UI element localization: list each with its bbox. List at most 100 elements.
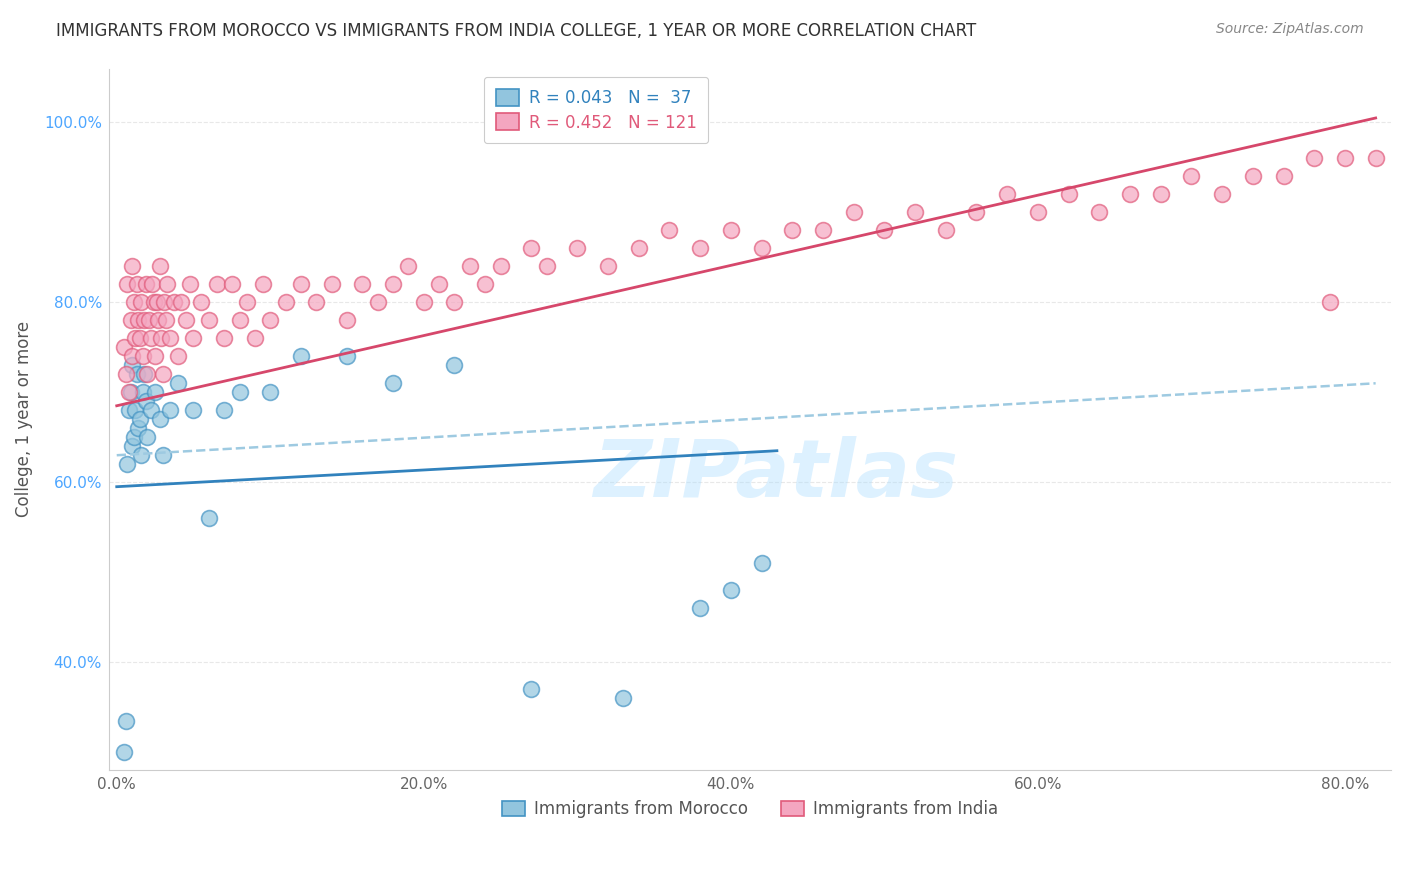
Point [228, 313, 250, 327]
Point [115, 714, 138, 728]
Text: ZIPatlas: ZIPatlas [593, 436, 957, 515]
Point [443, 295, 465, 310]
Point [152, 448, 174, 462]
Point [1057, 187, 1080, 202]
Point [135, 277, 157, 292]
Point [966, 205, 988, 219]
Point [1026, 205, 1049, 219]
Point [121, 439, 143, 453]
Point [125, 277, 148, 292]
Point [127, 313, 149, 327]
Point [120, 313, 142, 327]
Point [179, 277, 201, 292]
Point [134, 313, 156, 327]
Point [751, 556, 773, 570]
Point [136, 430, 159, 444]
Text: IMMIGRANTS FROM MOROCCO VS IMMIGRANTS FROM INDIA COLLEGE, 1 YEAR OR MORE CORRELA: IMMIGRANTS FROM MOROCCO VS IMMIGRANTS FR… [56, 22, 977, 40]
Point [321, 277, 343, 292]
Point [596, 260, 619, 274]
Point [190, 295, 212, 310]
Point [138, 313, 160, 327]
Point [1272, 169, 1295, 184]
Point [412, 295, 434, 310]
Point [382, 376, 405, 391]
Point [443, 359, 465, 373]
Point [274, 295, 297, 310]
Point [152, 368, 174, 382]
Point [259, 313, 281, 327]
Text: Source: ZipAtlas.com: Source: ZipAtlas.com [1216, 22, 1364, 37]
Legend: Immigrants from Morocco, Immigrants from India: Immigrants from Morocco, Immigrants from… [495, 794, 1005, 825]
Point [720, 583, 742, 598]
Point [212, 403, 235, 417]
Point [167, 376, 190, 391]
Point [904, 205, 927, 219]
Point [183, 403, 205, 417]
Point [780, 223, 803, 237]
Point [474, 277, 496, 292]
Point [427, 277, 450, 292]
Point [536, 260, 558, 274]
Point [148, 313, 170, 327]
Point [136, 368, 159, 382]
Point [352, 277, 374, 292]
Point [118, 403, 141, 417]
Point [124, 331, 146, 345]
Point [212, 331, 235, 345]
Point [135, 394, 157, 409]
Point [658, 223, 681, 237]
Point [252, 277, 274, 292]
Point [112, 340, 135, 354]
Point [128, 331, 150, 345]
Point [132, 349, 155, 363]
Point [336, 313, 359, 327]
Point [122, 430, 145, 444]
Point [143, 349, 166, 363]
Point [159, 403, 181, 417]
Point [132, 385, 155, 400]
Point [1241, 169, 1264, 184]
Point [458, 260, 481, 274]
Point [873, 223, 896, 237]
Point [290, 349, 312, 363]
Point [520, 681, 543, 696]
Point [121, 359, 143, 373]
Point [121, 260, 143, 274]
Point [134, 368, 156, 382]
Point [139, 403, 162, 417]
Point [170, 295, 193, 310]
Point [125, 368, 148, 382]
Point [112, 745, 135, 759]
Point [228, 385, 250, 400]
Point [118, 385, 141, 400]
Point [129, 448, 152, 462]
Point [382, 277, 405, 292]
Point [117, 277, 139, 292]
Point [842, 205, 865, 219]
Point [935, 223, 957, 237]
Point [153, 295, 176, 310]
Point [159, 331, 181, 345]
Point [1303, 152, 1326, 166]
Point [612, 691, 634, 706]
Point [122, 295, 145, 310]
Point [627, 241, 650, 255]
Point [139, 331, 162, 345]
Point [128, 412, 150, 426]
Point [149, 412, 172, 426]
Point [567, 241, 589, 255]
Point [1150, 187, 1173, 202]
Point [259, 385, 281, 400]
Point [142, 295, 165, 310]
Point [205, 277, 228, 292]
Point [1211, 187, 1233, 202]
Point [174, 313, 197, 327]
Point [149, 260, 172, 274]
Point [1180, 169, 1202, 184]
Point [336, 349, 359, 363]
Point [221, 277, 243, 292]
Point [115, 368, 138, 382]
Point [127, 421, 149, 435]
Point [1334, 152, 1357, 166]
Point [121, 349, 143, 363]
